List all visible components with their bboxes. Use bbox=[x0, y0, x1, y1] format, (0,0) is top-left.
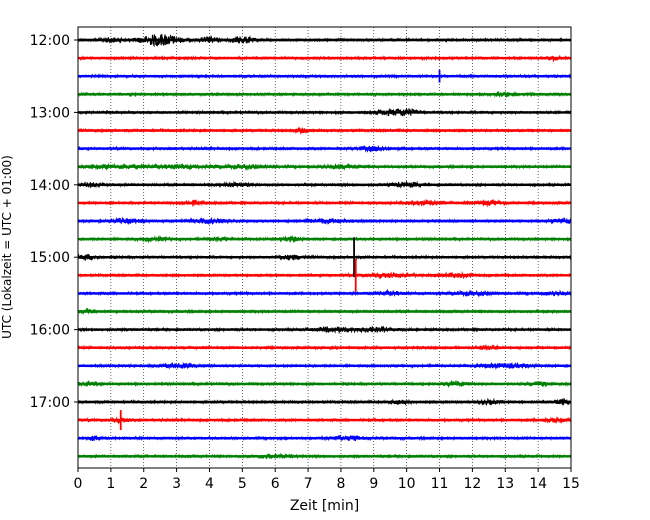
x-tick-label: 15 bbox=[562, 476, 580, 492]
x-tick-label: 10 bbox=[398, 476, 416, 492]
x-tick-label: 2 bbox=[139, 476, 148, 492]
plot-background bbox=[78, 27, 571, 468]
x-axis-label: Zeit [min] bbox=[290, 498, 359, 514]
x-axis-ticks: 0 1 2 3 4 5 6 7 8 9 10 11 12 13 14 15 bbox=[74, 468, 580, 492]
x-tick-label: 4 bbox=[205, 476, 214, 492]
event-spikes bbox=[119, 69, 441, 431]
y-tick-label: 15:00 bbox=[30, 250, 70, 266]
y-tick-label: 14:00 bbox=[30, 178, 70, 194]
y-axis-ticks: 12:00 13:00 14:00 15:00 16:00 17:00 bbox=[30, 33, 78, 411]
x-tick-label: 14 bbox=[529, 476, 547, 492]
x-tick-label: 8 bbox=[336, 476, 345, 492]
x-tick-label: 3 bbox=[172, 476, 181, 492]
y-tick-label: 16:00 bbox=[30, 323, 70, 339]
x-tick-label: 6 bbox=[271, 476, 280, 492]
x-tick-label: 1 bbox=[106, 476, 115, 492]
x-tick-label: 12 bbox=[463, 476, 481, 492]
x-tick-label: 0 bbox=[74, 476, 83, 492]
y-tick-label: 17:00 bbox=[30, 395, 70, 411]
seismic-traces bbox=[77, 33, 572, 460]
x-tick-label: 5 bbox=[238, 476, 247, 492]
plot-frame bbox=[77, 26, 572, 469]
x-tick-label: 11 bbox=[431, 476, 449, 492]
y-tick-label: 12:00 bbox=[30, 33, 70, 49]
x-tick-label: 7 bbox=[304, 476, 313, 492]
y-tick-label: 13:00 bbox=[30, 105, 70, 121]
x-tick-label: 13 bbox=[496, 476, 514, 492]
y-axis-label: UTC (Lokalzeit = UTC + 01:00) bbox=[0, 155, 14, 339]
x-tick-label: 9 bbox=[369, 476, 378, 492]
